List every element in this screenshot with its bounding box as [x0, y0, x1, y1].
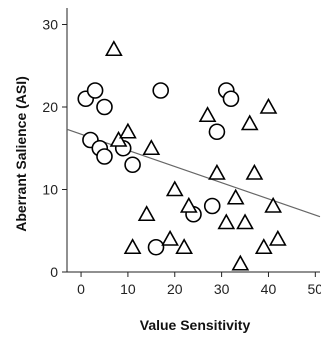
triangle-marker — [137, 205, 156, 222]
y-axis-title: Aberrant Salience (ASI) — [13, 76, 29, 232]
plot-area: 0 10 20 30 0 10 20 30 40 50 — [42, 8, 321, 297]
triangle-marker — [259, 97, 278, 114]
x-tick-label: 20 — [167, 281, 183, 297]
x-tick-label: 50 — [308, 281, 321, 297]
triangle-marker — [175, 238, 193, 255]
circle-marker — [222, 90, 240, 108]
circle-marker — [86, 82, 104, 99]
triangle-marker — [179, 196, 198, 213]
triangle-marker — [217, 213, 236, 230]
triangle-marker — [245, 163, 264, 180]
circle-marker — [147, 238, 165, 256]
x-tick-label: 10 — [120, 281, 136, 297]
x-tick-label: 30 — [214, 281, 230, 297]
triangle-marker — [254, 238, 273, 255]
triangle-marker — [165, 180, 184, 197]
x-axis-title: Value Sensitivity — [140, 317, 251, 333]
triangle-marker — [104, 40, 123, 57]
circle-marker — [203, 197, 221, 215]
circle-marker — [208, 123, 226, 141]
x-tick-label: 40 — [261, 281, 277, 297]
triangle-marker — [264, 196, 283, 213]
y-tick-label: 30 — [42, 17, 58, 33]
triangle-marker — [231, 254, 250, 271]
circle-marker — [152, 82, 170, 99]
y-tick-label: 10 — [42, 182, 58, 198]
triangle-marker — [109, 130, 128, 147]
triangle-marker — [161, 229, 179, 246]
triangle-marker — [198, 106, 217, 123]
triangle-marker — [240, 114, 259, 131]
triangle-marker — [236, 213, 254, 230]
y-tick-label: 0 — [50, 264, 58, 280]
circle-marker — [124, 156, 141, 174]
triangle-marker — [268, 229, 287, 246]
triangle-marker — [226, 188, 245, 205]
regression-line — [66, 128, 321, 218]
triangle-marker — [123, 238, 142, 255]
y-tick-label: 20 — [42, 99, 58, 115]
circle-marker — [96, 148, 113, 165]
circle-marker — [96, 98, 113, 116]
triangle-marker — [142, 139, 161, 156]
triangle-marker — [208, 163, 226, 180]
x-tick-label: 0 — [77, 281, 85, 297]
triangle-marker — [119, 122, 137, 139]
